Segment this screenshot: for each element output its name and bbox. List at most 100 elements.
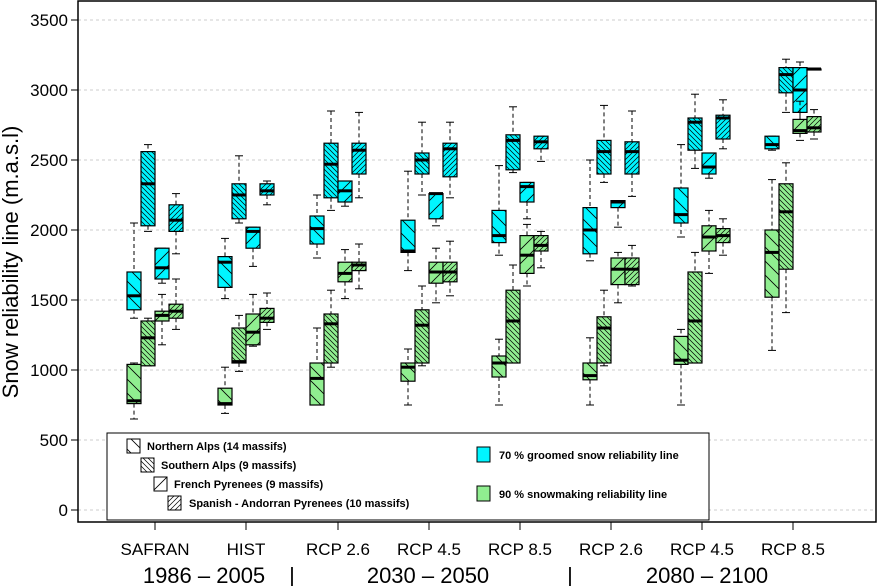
box-hatch [716,115,730,139]
box-snowmaking [428,247,444,304]
legend-pattern-hatch [140,457,155,473]
box-snowmaking [442,240,458,297]
box-hatch [218,388,232,405]
y-tick-label: 3500 [30,11,68,30]
box-snowmaking [154,293,170,346]
x-tick-label: RCP 2.6 [579,540,643,559]
legend-region-label: Northern Alps (14 massifs) [147,441,287,453]
legend-regions: Northern Alps (14 massifs) Southern Alps … [126,438,410,511]
box-groomed [309,194,325,259]
box-snowmaking [337,249,353,300]
box-groomed [140,144,156,232]
box-snowmaking [624,244,640,287]
box-groomed [778,58,794,113]
box-hatch [232,328,246,363]
x-tick-label: HIST [227,540,266,559]
y-axis: 0 500 1000 1500 2000 2500 3000 3500 [30,11,78,520]
box-hatch [232,183,246,219]
box-snowmaking [351,243,367,290]
box-snowmaking [533,230,549,269]
box-hatch [625,258,639,285]
box-groomed [519,181,535,220]
period-label: 1986 – 2005 [143,563,265,586]
box-snowmaking [259,292,275,330]
box-groomed [126,222,142,319]
box-hatch [807,116,821,132]
legend-pattern-hatch [126,438,141,454]
box-snowmaking [217,366,233,414]
box-hatch [583,363,597,380]
box-hatch [492,210,506,243]
box-snowmaking [414,285,430,367]
box-snowmaking [701,209,717,274]
box-snowmaking [764,179,780,351]
box-snowmaking [687,251,703,364]
box-hatch [415,153,429,174]
box-groomed [259,180,275,206]
box-hatch [310,363,324,405]
legend-label-groomed: 70 % groomed snow reliability line [499,450,679,462]
box-hatch [779,67,793,93]
box-snowmaking [673,328,689,406]
legend-swatch-snowmaking [476,485,491,502]
y-tick-label: 3000 [30,81,68,100]
box-groomed [701,152,717,179]
y-tick-label: 2000 [30,221,68,240]
legend-region-label: French Pyrenees (9 massifs) [174,479,324,491]
x-tick-label: SAFRAN [121,540,190,559]
box-groomed [533,135,549,162]
box-hatch [674,336,688,365]
legend-pattern-hatch [153,476,168,492]
x-tick-label: RCP 2.6 [306,540,370,559]
box-groomed [351,111,367,199]
box-snowmaking [140,317,156,367]
box-hatch [674,188,688,223]
box-hatch [141,321,155,366]
y-tick-label: 0 [59,501,68,520]
box-groomed [596,104,612,183]
legend: Northern Alps (14 massifs) Southern Alps … [106,432,710,521]
box-snowmaking [231,314,247,372]
box-groomed [687,93,703,169]
box-hatch [127,272,141,310]
box-hatch [324,143,338,198]
legend-region-label: Spanish - Andorran Pyrenees (10 massifs) [189,498,410,510]
box-groomed [491,165,507,256]
box-hatch [688,272,702,363]
y-tick-label: 1500 [30,291,68,310]
box-groomed [582,159,598,262]
legend-box [106,432,710,521]
box-hatch [611,258,625,285]
box-hatch [765,230,779,298]
box-groomed [414,121,430,196]
y-tick-label: 500 [40,431,68,450]
box-hatch [169,204,183,232]
box-hatch [429,193,443,219]
box-hatch [534,235,548,251]
box-hatch [506,134,520,170]
box-groomed [400,170,416,272]
box-hatch [401,220,415,253]
box-groomed [715,99,731,150]
box-hatch [218,256,232,288]
box-groomed [428,192,444,227]
box-hatch [352,143,366,174]
box-snowmaking [610,251,626,304]
box-snowmaking [778,162,794,314]
legend-label-snowmaking: 90 % snowmaking reliability line [499,489,667,501]
legend-item-groomed: 70 % groomed snow reliability line [476,446,679,463]
x-tick-label: RCP 4.5 [397,540,461,559]
box-groomed [323,110,339,211]
box-hatch [506,290,520,363]
box-snowmaking [491,338,507,406]
box-groomed [217,237,233,300]
box-hatch [611,200,625,208]
box-hatch [127,364,141,404]
box-groomed [168,193,184,255]
period-label: 2030 – 2050 [367,563,489,586]
x-axis: SAFRAN HIST RCP 2.6 RCP 4.5 RCP 8.5 RCP 2.6 RC… [121,522,825,586]
x-tick-label: RCP 8.5 [761,540,825,559]
box-hatch [155,248,169,279]
box-hatch [688,118,702,151]
y-axis-label: Snow reliability line (m.a.s.l) [0,126,23,399]
